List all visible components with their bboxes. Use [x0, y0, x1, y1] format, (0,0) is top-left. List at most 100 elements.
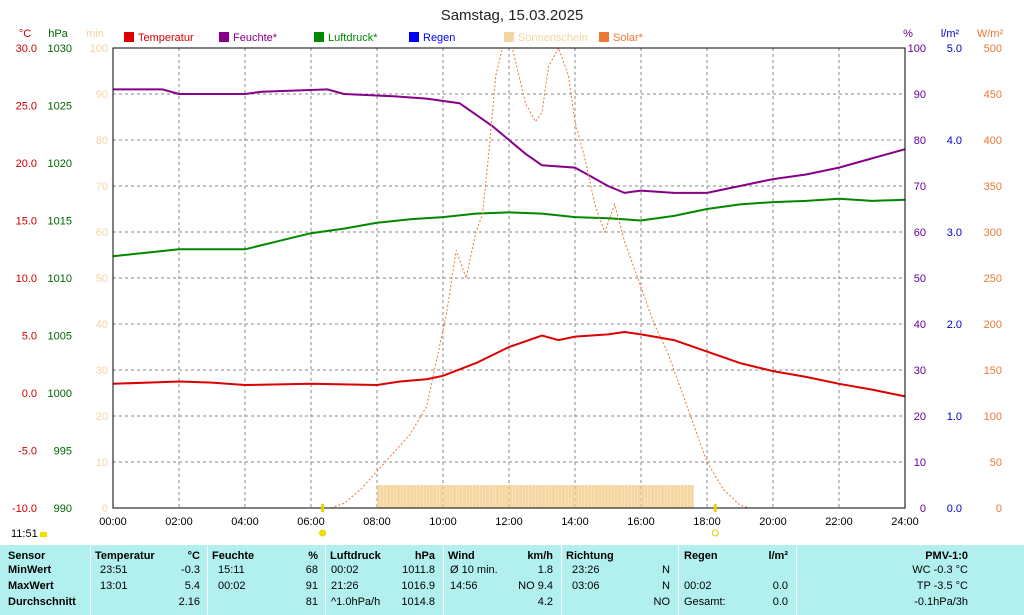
sunshine-bar [608, 485, 612, 508]
tick-label-rain: 3.0 [947, 227, 962, 239]
tick-label-sunshine: 70 [96, 181, 108, 193]
sunshine-bar [505, 485, 509, 508]
sunshine-bar [400, 485, 404, 508]
sunshine-bar [502, 485, 506, 508]
sunshine-bar [515, 485, 519, 508]
sunshine-bar [585, 485, 589, 508]
sunshine-bar [439, 485, 443, 508]
tick-label-solar: 0 [996, 503, 1002, 515]
table-cell-pmv: TP -3.5 °C [916, 580, 968, 592]
legend-label: Solar* [613, 32, 644, 44]
tick-label-solar: 50 [990, 457, 1002, 469]
statistics-table: Sensor Temperatur °C Feuchte % Luftdruck… [0, 545, 1024, 615]
sunshine-bar [538, 485, 542, 508]
table-cell-rain: 0.0 [772, 580, 788, 592]
series-line-temperatur [112, 330, 906, 398]
plot-area-frame [112, 47, 906, 509]
table-cell-dir: N [662, 564, 670, 576]
tick-label-pressure: 1010 [48, 273, 72, 285]
x-tick-label: 00:00 [99, 516, 127, 528]
sunshine-bar [377, 485, 381, 508]
table-cell-rain: 0.0 [772, 596, 788, 608]
tick-label-solar: 200 [984, 319, 1002, 331]
sunshine-bar [637, 485, 641, 508]
tick-label-rain: 4.0 [947, 135, 962, 147]
current-time-marker [40, 532, 47, 537]
sunshine-bar [627, 485, 631, 508]
table-cell-hum-time: 15:11 [218, 564, 245, 576]
header-wind-unit: km/h [527, 550, 553, 562]
weather-chart: Samstag, 15.03.2025 Temperatur Feuchte* Lu… [11, 7, 1003, 540]
sunshine-bar [575, 485, 579, 508]
sunshine-bar [651, 485, 655, 508]
sunshine-bar [446, 485, 450, 508]
tick-label-humidity: 90 [914, 89, 926, 101]
sunshine-bar [601, 485, 605, 508]
tick-label-temp: 25.0 [16, 101, 37, 113]
table-cell-press: 1014.8 [401, 596, 435, 608]
current-time: 11:51 [11, 528, 38, 540]
sunshine-bar [657, 485, 661, 508]
tick-label-solar: 400 [984, 135, 1002, 147]
sunshine-bar [462, 485, 466, 508]
tick-label-temp: 0.0 [22, 388, 37, 400]
table-cell-rain-time: 00:02 [684, 580, 712, 592]
table-cell-wind-label: 14:56 [450, 580, 478, 592]
series-line-solar [330, 46, 751, 509]
tick-label-humidity: 20 [914, 411, 926, 423]
tick-label-sunshine: 10 [96, 457, 108, 469]
header-humidity: Feuchte [212, 550, 255, 562]
tick-label-humidity: 70 [914, 181, 926, 193]
sunshine-bar [519, 485, 523, 508]
tick-label-temp: -5.0 [18, 446, 37, 458]
sunshine-bar [667, 485, 671, 508]
table-cell-temp-time: 23:51 [100, 564, 128, 576]
table-cell-pmv: WC -0.3 °C [912, 564, 968, 576]
tick-label-humidity: 0 [920, 503, 926, 515]
tick-label-solar: 250 [984, 273, 1002, 285]
series-line-feuchte [113, 88, 906, 194]
sunshine-bar [426, 485, 430, 508]
sunshine-bar [647, 485, 651, 508]
tick-label-pressure: 1000 [48, 388, 72, 400]
sunshine-bar [644, 485, 648, 508]
sunshine-bar [469, 485, 473, 508]
header-pmv: PMV-1:0 [925, 550, 968, 562]
header-direction: Richtung [566, 550, 614, 562]
sunshine-bar [621, 485, 625, 508]
header-rain-unit: l/m² [768, 550, 788, 562]
sunshine-bar [413, 485, 417, 508]
tick-label-temp: 5.0 [22, 331, 37, 343]
column-divider [561, 545, 562, 615]
tick-label-humidity: 80 [914, 135, 926, 147]
table-cell-wind: 1.8 [537, 564, 553, 576]
sunshine-bar [618, 485, 622, 508]
sunshine-bar [545, 485, 549, 508]
sunshine-bar [499, 485, 503, 508]
tick-label-humidity: 40 [914, 319, 926, 331]
sunshine-bar [393, 485, 397, 508]
x-tick-label: 04:00 [231, 516, 259, 528]
sunshine-bar [670, 485, 674, 508]
chart-title: Samstag, 15.03.2025 [441, 7, 584, 24]
tick-label-humidity: 10 [914, 457, 926, 469]
sunshine-bar [449, 485, 453, 508]
tick-label-sunshine: 100 [90, 43, 108, 55]
sunrise-dot [319, 529, 327, 537]
column-divider [678, 545, 679, 615]
legend: Temperatur Feuchte* Luftdruck* Regen Sonnens… [124, 32, 644, 44]
table-cell-wind: 4.2 [537, 596, 553, 608]
sunshine-bar [486, 485, 490, 508]
tick-label-temp: 30.0 [16, 43, 37, 55]
sunshine-bar [552, 485, 556, 508]
table-cell-pmv: -0.1hPa/3h [914, 596, 968, 608]
sunshine-bar [594, 485, 598, 508]
sunshine-bar [535, 485, 539, 508]
table-cell-hum: 68 [305, 564, 318, 576]
sunshine-bar [512, 485, 516, 508]
tick-label-sunshine: 20 [96, 411, 108, 423]
sunset-dot [711, 529, 719, 537]
header-rain: Regen [684, 550, 718, 562]
sunshine-bar [522, 485, 526, 508]
column-divider [325, 545, 326, 615]
